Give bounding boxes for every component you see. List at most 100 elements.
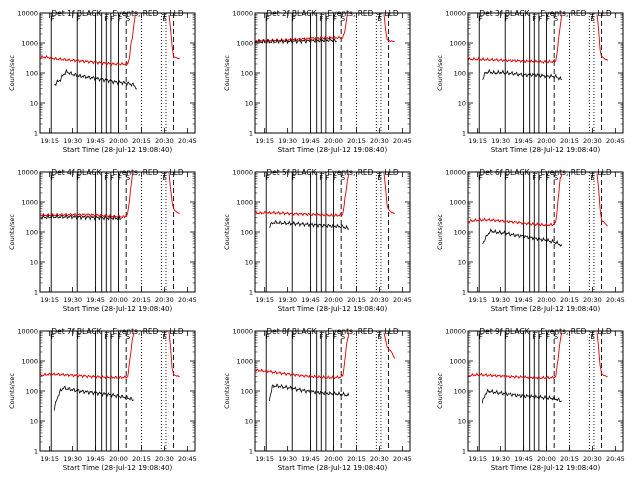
x-tick-label: 20:00 [537, 455, 556, 463]
x-axis-label: Start Time (28-Jul-12 19:08:40) [278, 305, 388, 313]
black-events-series [54, 68, 138, 90]
panel-det-5: Det 5f BLACK = Events, RED = LLD 1 10 100 10… [223, 168, 412, 313]
red-lld-series [255, 14, 348, 43]
black-events-series [481, 388, 562, 404]
segment-label: S [554, 333, 559, 341]
black-events-series [482, 68, 562, 81]
plot-frame [254, 171, 411, 293]
x-tick-label: 19:45 [514, 137, 533, 145]
black-events-series [40, 214, 122, 221]
red-lld-series [40, 173, 135, 219]
x-tick-label: 19:15 [255, 455, 274, 463]
x-tick-label: 20:15 [347, 455, 366, 463]
segment-label: F [325, 333, 329, 341]
y-tick-label: 10000 [17, 169, 38, 177]
x-tick-label: 20:30 [370, 455, 389, 463]
black-events-series [269, 220, 350, 231]
y-tick-label: 10000 [445, 10, 466, 18]
segment-label: E [590, 174, 594, 182]
y-tick-label: 100 [454, 388, 466, 396]
x-tick-label: 19:15 [40, 455, 59, 463]
x-tick-label: 20:15 [347, 296, 366, 304]
x-tick-label: 19:15 [468, 455, 487, 463]
y-tick-label: 1 [249, 130, 253, 138]
y-tick-label: 1 [34, 130, 38, 138]
panel-det-9: Det 9f BLACK = Events, RED = LLD 1 10 100 10… [436, 327, 625, 472]
segment-label: F [538, 15, 542, 23]
red-lld-series-end [596, 173, 608, 227]
x-axis-label: Start Time (28-Jul-12 19:08:40) [491, 464, 601, 472]
y-tick-label: 10 [245, 100, 253, 108]
panel-title: Det 5f BLACK = Events, RED = LLD [266, 168, 399, 177]
y-axis-label: Counts/sec [223, 55, 231, 91]
y-tick-label: 1000 [236, 40, 253, 48]
segment-label: F [292, 333, 296, 341]
red-lld-series [40, 14, 136, 67]
y-tick-label: 1 [249, 289, 253, 297]
y-tick-label: 10000 [445, 169, 466, 177]
plot-frame [254, 12, 411, 134]
segment-label: F [266, 15, 270, 23]
panel-title: Det 8f BLACK = Events, RED = LLD [266, 327, 399, 336]
panel-det-2: Det 2f BLACK = Events, RED = LLD 1 10 100 10… [223, 9, 412, 154]
x-tick-label: 20:15 [560, 296, 579, 304]
x-tick-label: 20:45 [606, 455, 625, 463]
red-lld-series [255, 173, 350, 217]
segment-label: F [110, 174, 114, 182]
x-tick-label: 20:00 [537, 296, 556, 304]
segment-label: F [110, 15, 114, 23]
x-tick-label: 20:00 [324, 455, 343, 463]
x-tick-label: 19:30 [63, 137, 82, 145]
segment-label: E [162, 174, 166, 182]
x-tick-label: 20:30 [155, 296, 174, 304]
segment-label: E [377, 174, 381, 182]
y-axis-label: Counts/sec [8, 373, 16, 409]
segment-label: E [377, 333, 381, 341]
panel-title: Det 4f BLACK = Events, RED = LLD [51, 168, 184, 177]
y-tick-label: 1000 [21, 40, 38, 48]
panel-title: Det 1f BLACK = Events, RED = LLD [51, 9, 184, 18]
x-axis-label: Start Time (28-Jul-12 19:08:40) [491, 146, 601, 154]
x-tick-label: 19:45 [301, 296, 320, 304]
x-tick-label: 19:30 [491, 137, 510, 145]
black-events-series [268, 383, 350, 402]
y-tick-label: 1 [462, 448, 466, 456]
y-tick-label: 10000 [232, 169, 253, 177]
segment-label: S [554, 15, 559, 23]
segment-label: F [546, 174, 550, 182]
y-tick-label: 1000 [449, 199, 466, 207]
y-tick-label: 1000 [21, 358, 38, 366]
segment-label: F [325, 174, 329, 182]
segment-label: S [341, 15, 346, 23]
y-tick-label: 100 [26, 70, 38, 78]
segment-label: F [110, 333, 114, 341]
y-tick-label: 100 [241, 70, 253, 78]
x-tick-label: 19:45 [301, 455, 320, 463]
panel-det-8: Det 8f BLACK = Events, RED = LLD 1 10 100 10… [223, 327, 412, 472]
x-tick-label: 19:45 [514, 455, 533, 463]
x-tick-label: 20:30 [155, 137, 174, 145]
segment-label: S [126, 15, 131, 23]
segment-label: F [505, 174, 509, 182]
segment-label: F [325, 15, 329, 23]
segment-label: F [546, 333, 550, 341]
segment-label: F [505, 333, 509, 341]
y-tick-label: 10 [30, 418, 38, 426]
panel-title: Det 7f BLACK = Events, RED = LLD [51, 327, 184, 336]
x-axis-label: Start Time (28-Jul-12 19:08:40) [278, 464, 388, 472]
plot-frame [254, 330, 411, 452]
y-axis-label: Counts/sec [436, 214, 444, 250]
x-tick-label: 20:30 [583, 455, 602, 463]
segment-label: F [266, 333, 270, 341]
red-lld-series [468, 14, 563, 64]
segment-label: F [333, 15, 337, 23]
segment-label: S [554, 174, 559, 182]
